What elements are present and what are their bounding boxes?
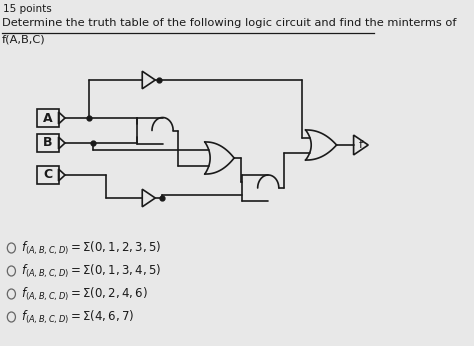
Text: f: f bbox=[359, 140, 363, 150]
Bar bbox=[37, 109, 58, 127]
Text: $f_{(A,B,C,D)}=\Sigma(0,1,3,4,5)$: $f_{(A,B,C,D)}=\Sigma(0,1,3,4,5)$ bbox=[21, 262, 162, 280]
Text: Determine the truth table of the following logic circuit and find the minterms o: Determine the truth table of the followi… bbox=[1, 18, 456, 28]
Text: 15 points: 15 points bbox=[3, 4, 52, 14]
Text: $f_{(A,B,C,D)}=\Sigma(4,6,7)$: $f_{(A,B,C,D)}=\Sigma(4,6,7)$ bbox=[21, 308, 135, 326]
Bar bbox=[37, 134, 58, 152]
Text: B: B bbox=[43, 137, 53, 149]
Text: $f_{(A,B,C,D)}=\Sigma(0,1,2,3,5)$: $f_{(A,B,C,D)}=\Sigma(0,1,2,3,5)$ bbox=[21, 239, 162, 257]
Bar bbox=[37, 166, 58, 184]
Text: f(A,B,C): f(A,B,C) bbox=[1, 34, 45, 44]
Text: C: C bbox=[44, 169, 53, 182]
Text: $f_{(A,B,C,D)}=\Sigma(0,2,4,6)$: $f_{(A,B,C,D)}=\Sigma(0,2,4,6)$ bbox=[21, 285, 148, 303]
Text: A: A bbox=[43, 111, 53, 125]
